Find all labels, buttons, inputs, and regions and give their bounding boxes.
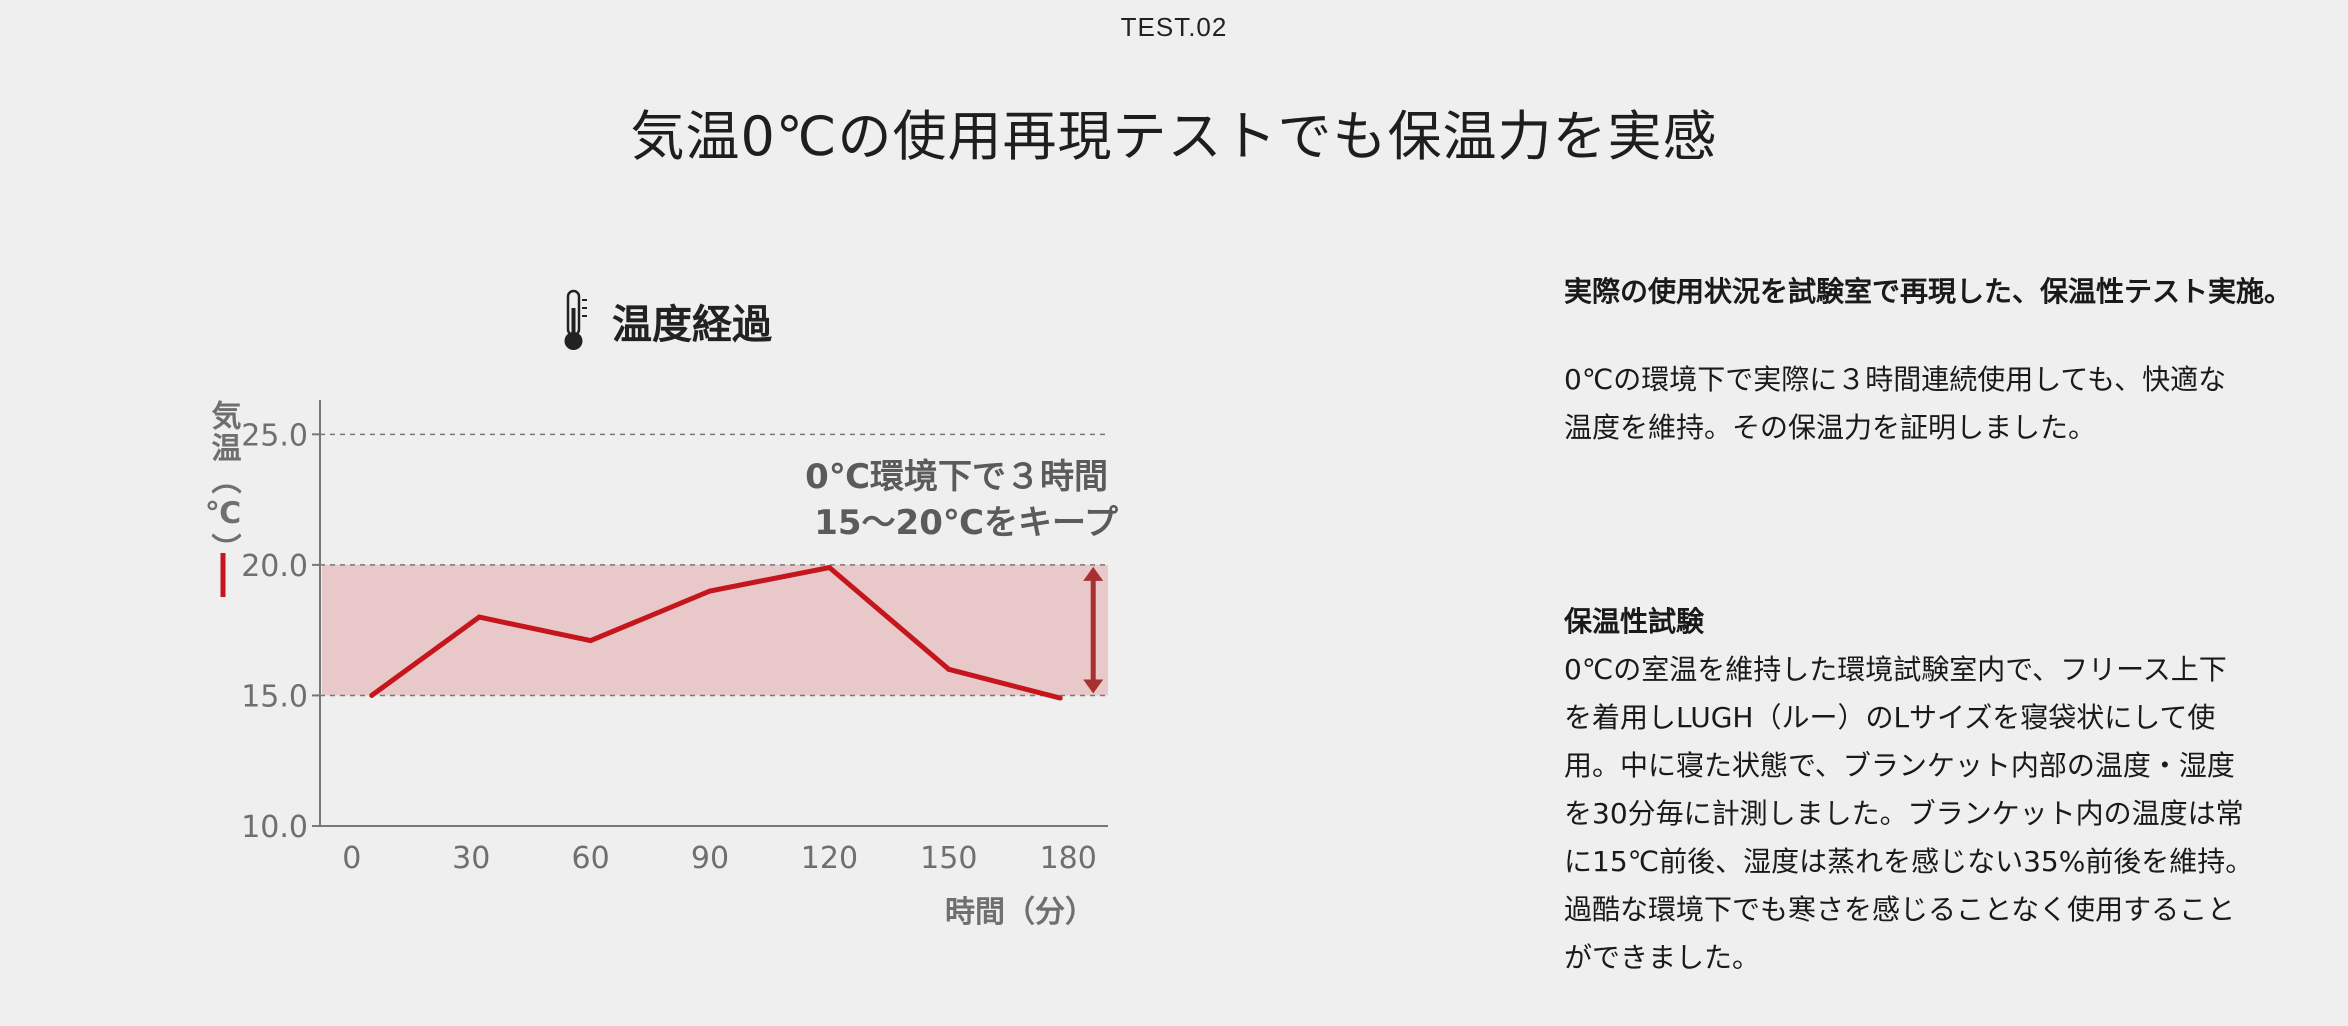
data-point: [826, 565, 832, 570]
y-axis-label: 気温（℃）: [206, 400, 242, 565]
chart-heading: 温度経過: [560, 288, 772, 354]
test-body-line: 用。中に寝た状態で、ブランケット内部の温度・湿度: [1564, 749, 2235, 782]
x-tick-label: 180: [1040, 841, 1097, 876]
x-tick-label: 120: [801, 841, 858, 876]
annotation-line-2: 15〜20℃をキープ: [814, 503, 1118, 543]
y-tick-label: 10.0: [241, 810, 308, 845]
x-tick-label: 0: [342, 841, 361, 876]
x-tick-label: 90: [691, 841, 729, 876]
x-tick-label: 30: [452, 841, 490, 876]
test-body-line: 過酷な環境下でも寒さを感じることなく使用すること: [1564, 893, 2236, 926]
test-body-line: ができました。: [1564, 941, 1761, 974]
y-tick-label: 15.0: [241, 679, 308, 714]
x-axis-label: 時間（分）: [945, 895, 1095, 930]
comfort-band: [322, 564, 1108, 696]
data-point: [476, 614, 482, 620]
annotation-line-1: 0℃環境下で３時間: [805, 457, 1108, 497]
test-section: 保温性試験 0℃の室温を維持した環境試験室内で、フリース上下 を着用しLUGH（…: [1564, 598, 2324, 982]
data-point: [369, 692, 375, 698]
data-point: [946, 666, 952, 672]
lead-body-line: 温度を維持。その保温力を証明しました。: [1564, 411, 2097, 444]
test-heading: 保温性試験: [1564, 605, 1705, 638]
test-label: TEST.02: [1120, 12, 1228, 42]
temperature-line-chart: 25.0 20.0 15.0 10.0 0 30 60 90 120 150 180 時間（分） 気温（…: [206, 400, 1118, 930]
x-tick-label: 150: [920, 841, 977, 876]
data-point: [1057, 695, 1063, 701]
data-point: [707, 588, 713, 594]
lead-text: 実際の使用状況を試験室で再現した、保温性テスト実施。: [1564, 275, 2293, 308]
y-tick-label: 25.0: [241, 418, 308, 453]
chart-title: 温度経過: [612, 302, 772, 348]
test-body-line: 0℃の室温を維持した環境試験室内で、フリース上下: [1564, 653, 2227, 686]
lead-body-line: 0℃の環境下で実際に３時間連続使用しても、快適な: [1564, 363, 2227, 396]
page-title: 気温0℃の使用再現テストでも保温力を実感: [630, 105, 1718, 168]
test-body-line: を着用しLUGH（ルー）のLサイズを寝袋状にして使: [1564, 701, 2216, 734]
y-tick-label: 20.0: [241, 549, 308, 584]
test-body-line: に15℃前後、湿度は蒸れを感じない35%前後を維持。: [1564, 845, 2254, 878]
range-arrow-head-bottom: [1083, 679, 1104, 694]
x-tick-label: 60: [572, 841, 610, 876]
test-body-line: を30分毎に計測しました。ブランケット内の温度は常: [1564, 797, 2244, 830]
thermometer-icon: [564, 289, 587, 350]
description-section: 実際の使用状況を試験室で再現した、保温性テスト実施。 0℃の環境下で実際に３時間…: [1564, 268, 2324, 452]
range-arrow-head-top: [1083, 566, 1104, 581]
data-point: [588, 638, 594, 644]
